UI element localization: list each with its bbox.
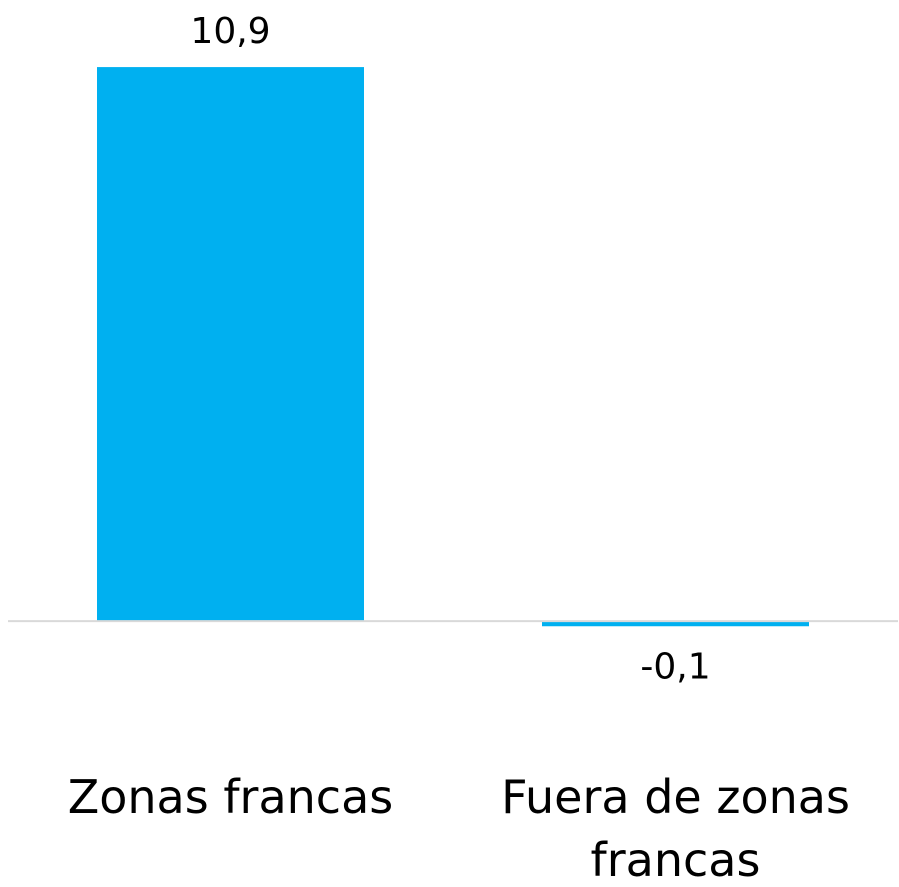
x-tick-label: Fuera de zonas francas [501, 770, 850, 887]
x-tick-label: Zonas francas [67, 770, 394, 824]
value-label: -0,1 [640, 646, 710, 687]
value-label: 10,9 [190, 11, 270, 52]
bar [97, 67, 364, 622]
bar [542, 621, 809, 627]
